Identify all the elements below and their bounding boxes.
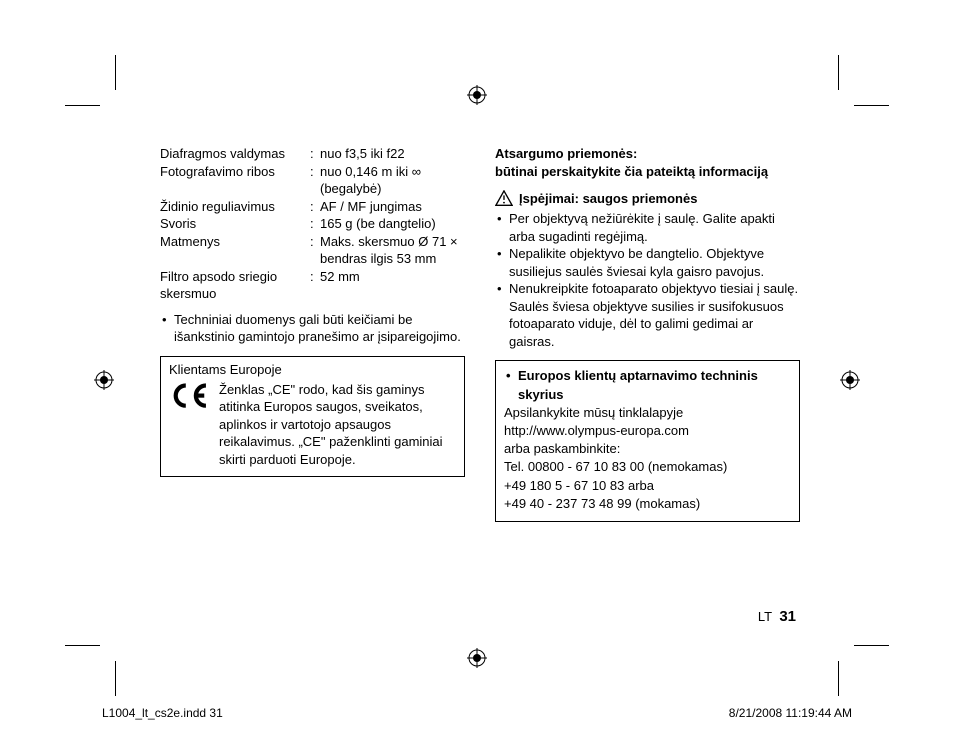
notice-list: Techniniai duomenys gali būti keičiami b… <box>160 311 465 346</box>
footer-filename: L1004_lt_cs2e.indd 31 <box>102 706 223 720</box>
spec-label: Fotografavimo ribos <box>160 163 310 198</box>
page-lang: LT <box>758 609 772 624</box>
page-num: 31 <box>779 608 796 625</box>
spec-label: Svoris <box>160 215 310 233</box>
list-item: Nepalikite objektyvo be dangtelio. Objek… <box>495 245 800 280</box>
spec-value: Maks. skersmuo Ø 71 × bendras ilgis 53 m… <box>320 233 465 268</box>
table-row: Matmenys:Maks. skersmuo Ø 71 × bendras i… <box>160 233 465 268</box>
warning-title: Įspėjimai: saugos priemonės <box>519 191 697 206</box>
right-column: Atsargumo priemonės: būtinai perskaityki… <box>495 145 800 522</box>
support-box: Europos klientų aptarnavimo techninis sk… <box>495 360 800 522</box>
footer-timestamp: 8/21/2008 11:19:44 AM <box>729 706 852 720</box>
spec-value: 165 g (be dangtelio) <box>320 215 465 233</box>
table-row: Diafragmos valdymas:nuo f3,5 iki f22 <box>160 145 465 163</box>
support-line: Tel. 00800 - 67 10 83 00 (nemokamas) <box>504 458 791 476</box>
spec-value: 52 mm <box>320 268 465 303</box>
ce-mark-icon <box>169 383 211 411</box>
support-line: Apsilankykite mūsų tinklalapyje <box>504 404 791 422</box>
table-row: Svoris:165 g (be dangtelio) <box>160 215 465 233</box>
spec-value: nuo f3,5 iki f22 <box>320 145 465 163</box>
warning-heading: Įspėjimai: saugos priemonės <box>495 190 800 206</box>
spec-label: Židinio reguliavimus <box>160 198 310 216</box>
ce-text: Ženklas „CE" rodo, kad šis gaminys atiti… <box>219 381 456 469</box>
warning-triangle-icon <box>495 190 513 206</box>
print-slug: L1004_lt_cs2e.indd 31 8/21/2008 11:19:44… <box>102 706 852 720</box>
support-line: arba paskambinkite: <box>504 440 791 458</box>
ce-box: Klientams Europoje Ženklas „CE" rodo, ka… <box>160 356 465 477</box>
page: Diafragmos valdymas:nuo f3,5 iki f22 Fot… <box>0 0 954 751</box>
spec-value: nuo 0,146 m iki ∞ (begalybė) <box>320 163 465 198</box>
registration-mark-right <box>840 370 860 390</box>
list-item: Techniniai duomenys gali būti keičiami b… <box>160 311 465 346</box>
support-line: http://www.olympus-europa.com <box>504 422 791 440</box>
table-row: Fotografavimo ribos:nuo 0,146 m iki ∞ (b… <box>160 163 465 198</box>
support-line: +49 40 - 237 73 48 99 (mokamas) <box>504 495 791 513</box>
content-area: Diafragmos valdymas:nuo f3,5 iki f22 Fot… <box>160 145 800 522</box>
left-column: Diafragmos valdymas:nuo f3,5 iki f22 Fot… <box>160 145 465 522</box>
page-number: LT 31 <box>758 608 796 625</box>
spec-label: Filtro apsodo sriegio skersmuo <box>160 268 310 303</box>
ce-title: Klientams Europoje <box>169 361 456 379</box>
registration-mark-left <box>94 370 114 390</box>
table-row: Filtro apsodo sriegio skersmuo:52 mm <box>160 268 465 303</box>
table-row: Židinio reguliavimus:AF / MF jungimas <box>160 198 465 216</box>
warning-list: Per objektyvą nežiūrėkite į saulę. Galit… <box>495 210 800 350</box>
list-item: Per objektyvą nežiūrėkite į saulę. Galit… <box>495 210 800 245</box>
spec-label: Matmenys <box>160 233 310 268</box>
registration-mark-bottom <box>467 648 487 668</box>
safety-header: Atsargumo priemonės: būtinai perskaityki… <box>495 145 800 180</box>
registration-mark-top <box>467 85 487 105</box>
spec-value: AF / MF jungimas <box>320 198 465 216</box>
list-item: Nenukreipkite fotoaparato objektyvo ties… <box>495 280 800 350</box>
support-title: Europos klientų aptarnavimo techninis sk… <box>504 367 791 403</box>
support-line: +49 180 5 - 67 10 83 arba <box>504 477 791 495</box>
spec-table: Diafragmos valdymas:nuo f3,5 iki f22 Fot… <box>160 145 465 303</box>
spec-label: Diafragmos valdymas <box>160 145 310 163</box>
